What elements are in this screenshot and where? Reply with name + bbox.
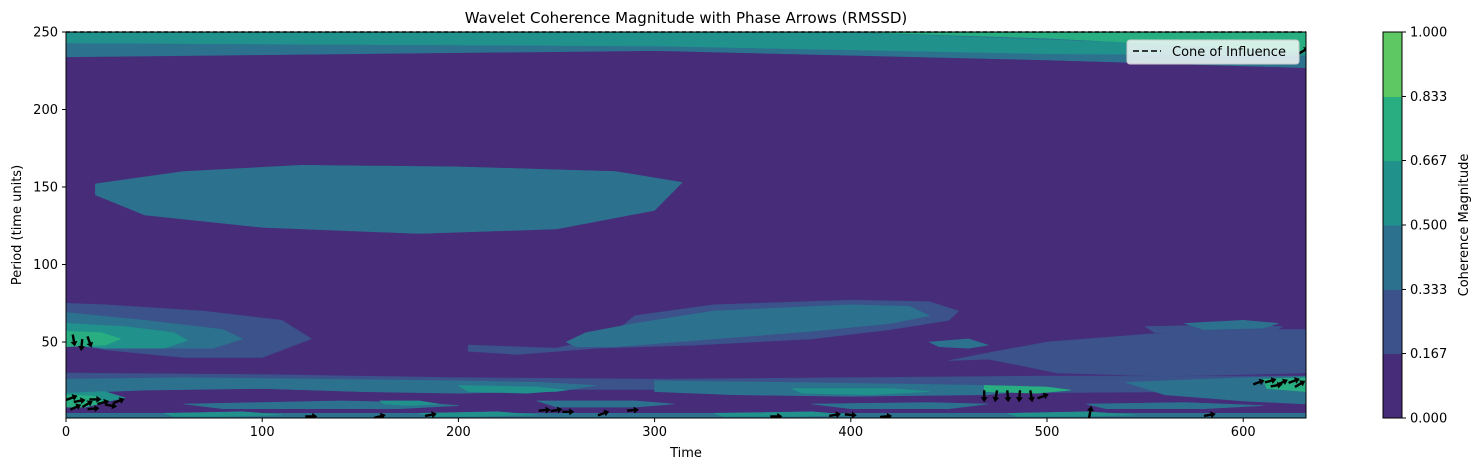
x-tick-label: 500 (1035, 425, 1060, 440)
colorbar-bands (1383, 32, 1402, 419)
phase-arrow (992, 390, 1000, 403)
legend-label: Cone of Influence (1172, 45, 1286, 60)
plot-frame (65, 31, 1307, 419)
legend-box (1126, 39, 1300, 65)
colorbar-tick-label: 0.500 (1410, 219, 1447, 234)
phase-arrow (1015, 390, 1023, 403)
phase-arrow (87, 405, 100, 413)
phase-arrow (1028, 390, 1035, 403)
contour-region-level-3 (163, 411, 283, 417)
contour-region-level-3 (713, 411, 852, 417)
phase-arrow (112, 397, 125, 405)
x-tick-label: 300 (642, 425, 667, 440)
phase-arrow (1037, 392, 1049, 400)
y-tick-label: 50 (41, 336, 58, 351)
colorbar-band (1383, 32, 1402, 97)
x-tick-label: 200 (446, 425, 471, 440)
phase-arrow (78, 339, 86, 352)
contour-region-level-2 (95, 165, 683, 234)
contour-region-level-2 (1184, 319, 1279, 330)
phase-arrow (1086, 405, 1094, 418)
y-axis: 50 100 150 200 250 (33, 26, 66, 351)
phase-arrow (1288, 377, 1300, 384)
phase-arrow (104, 402, 118, 410)
phase-arrow (1203, 411, 1216, 418)
contour-region-level-3 (791, 388, 930, 396)
colorbar-label: Coherence Magnitude (1457, 154, 1472, 297)
y-tick-label: 150 (33, 181, 58, 196)
phase-arrow (89, 395, 102, 403)
phase-arrow (538, 406, 551, 414)
y-tick-label: 100 (33, 258, 58, 273)
phase-arrow (770, 412, 783, 418)
phase-arrow (81, 400, 93, 409)
x-tick-label: 600 (1231, 425, 1256, 440)
x-axis: 0 100 200 300 400 500 600 (62, 418, 1256, 440)
contour-region-level-2 (811, 402, 989, 410)
x-axis-label: Time (669, 446, 702, 461)
y-axis-label: Period (time units) (10, 165, 25, 285)
contour-region-level-2 (1086, 402, 1264, 410)
phase-arrow (828, 411, 842, 418)
phase-arrow (70, 334, 78, 347)
colorbar-band (1383, 289, 1402, 355)
contour-region-level-3 (379, 400, 440, 406)
phase-arrow (562, 408, 575, 416)
legend: Cone of Influence (1126, 39, 1300, 65)
contour-region-level-3 (66, 32, 1306, 56)
phase-arrow (1004, 390, 1012, 403)
contour-region-level-3 (458, 385, 567, 394)
colorbar-band (1383, 353, 1402, 419)
colorbar-band (1383, 160, 1402, 226)
contour-region-level-2 (66, 377, 597, 394)
contour-region-level-0 (66, 89, 291, 121)
colorbar-tick-label: 0.833 (1410, 90, 1447, 105)
phase-arrow (880, 412, 893, 418)
phase-arrow (66, 394, 78, 401)
phase-arrow (597, 409, 610, 417)
colorbar-tick-label: 0.333 (1410, 283, 1447, 298)
contour-region-level-2 (928, 338, 989, 349)
phase-arrow (1294, 380, 1306, 388)
colorbar-band (1383, 96, 1402, 162)
y-tick-label: 200 (33, 103, 58, 118)
colorbar-tick-label: 1.000 (1410, 26, 1447, 41)
contour-region-level-0 (66, 109, 1306, 377)
phase-arrows (66, 47, 1306, 418)
phase-arrow (1252, 378, 1265, 386)
phase-arrow (86, 335, 94, 348)
phase-arrow (1270, 381, 1283, 389)
contour-region-level-3 (1007, 411, 1136, 417)
x-tick-label: 0 (62, 425, 70, 440)
colorbar-band (1383, 225, 1402, 290)
y-tick-label: 250 (33, 26, 58, 41)
contour-region-level-1 (948, 329, 1306, 377)
contour-region-level-2 (536, 400, 675, 408)
colorbar-tick-label: 0.000 (1410, 412, 1447, 427)
colorbar-tick-label: 0.667 (1410, 154, 1447, 169)
colorbar: 0.000 0.167 0.333 0.500 0.667 0.833 1.000 Cohe… (1382, 26, 1472, 427)
phase-arrow (305, 412, 318, 418)
plot-area (65, 31, 1307, 419)
colorbar-ticks: 0.000 0.167 0.333 0.500 0.667 0.833 1.000 (1402, 26, 1447, 427)
chart-title: Wavelet Coherence Magnitude with Phase A… (465, 9, 908, 27)
colorbar-tick-label: 0.167 (1410, 347, 1447, 362)
phase-arrow (424, 411, 437, 418)
phase-arrow (626, 406, 639, 414)
phase-arrow (1298, 47, 1306, 55)
contour-region-level-4 (66, 330, 122, 348)
x-tick-label: 100 (250, 425, 275, 440)
phase-arrow (980, 390, 988, 403)
phase-arrow (73, 397, 86, 405)
contour-region-level-2 (565, 304, 930, 348)
contour-regions (66, 32, 1306, 418)
phase-arrow (844, 411, 857, 418)
phase-arrow (1264, 377, 1277, 384)
x-tick-label: 400 (838, 425, 863, 440)
phase-arrow (69, 403, 82, 411)
phase-arrow (550, 406, 563, 414)
